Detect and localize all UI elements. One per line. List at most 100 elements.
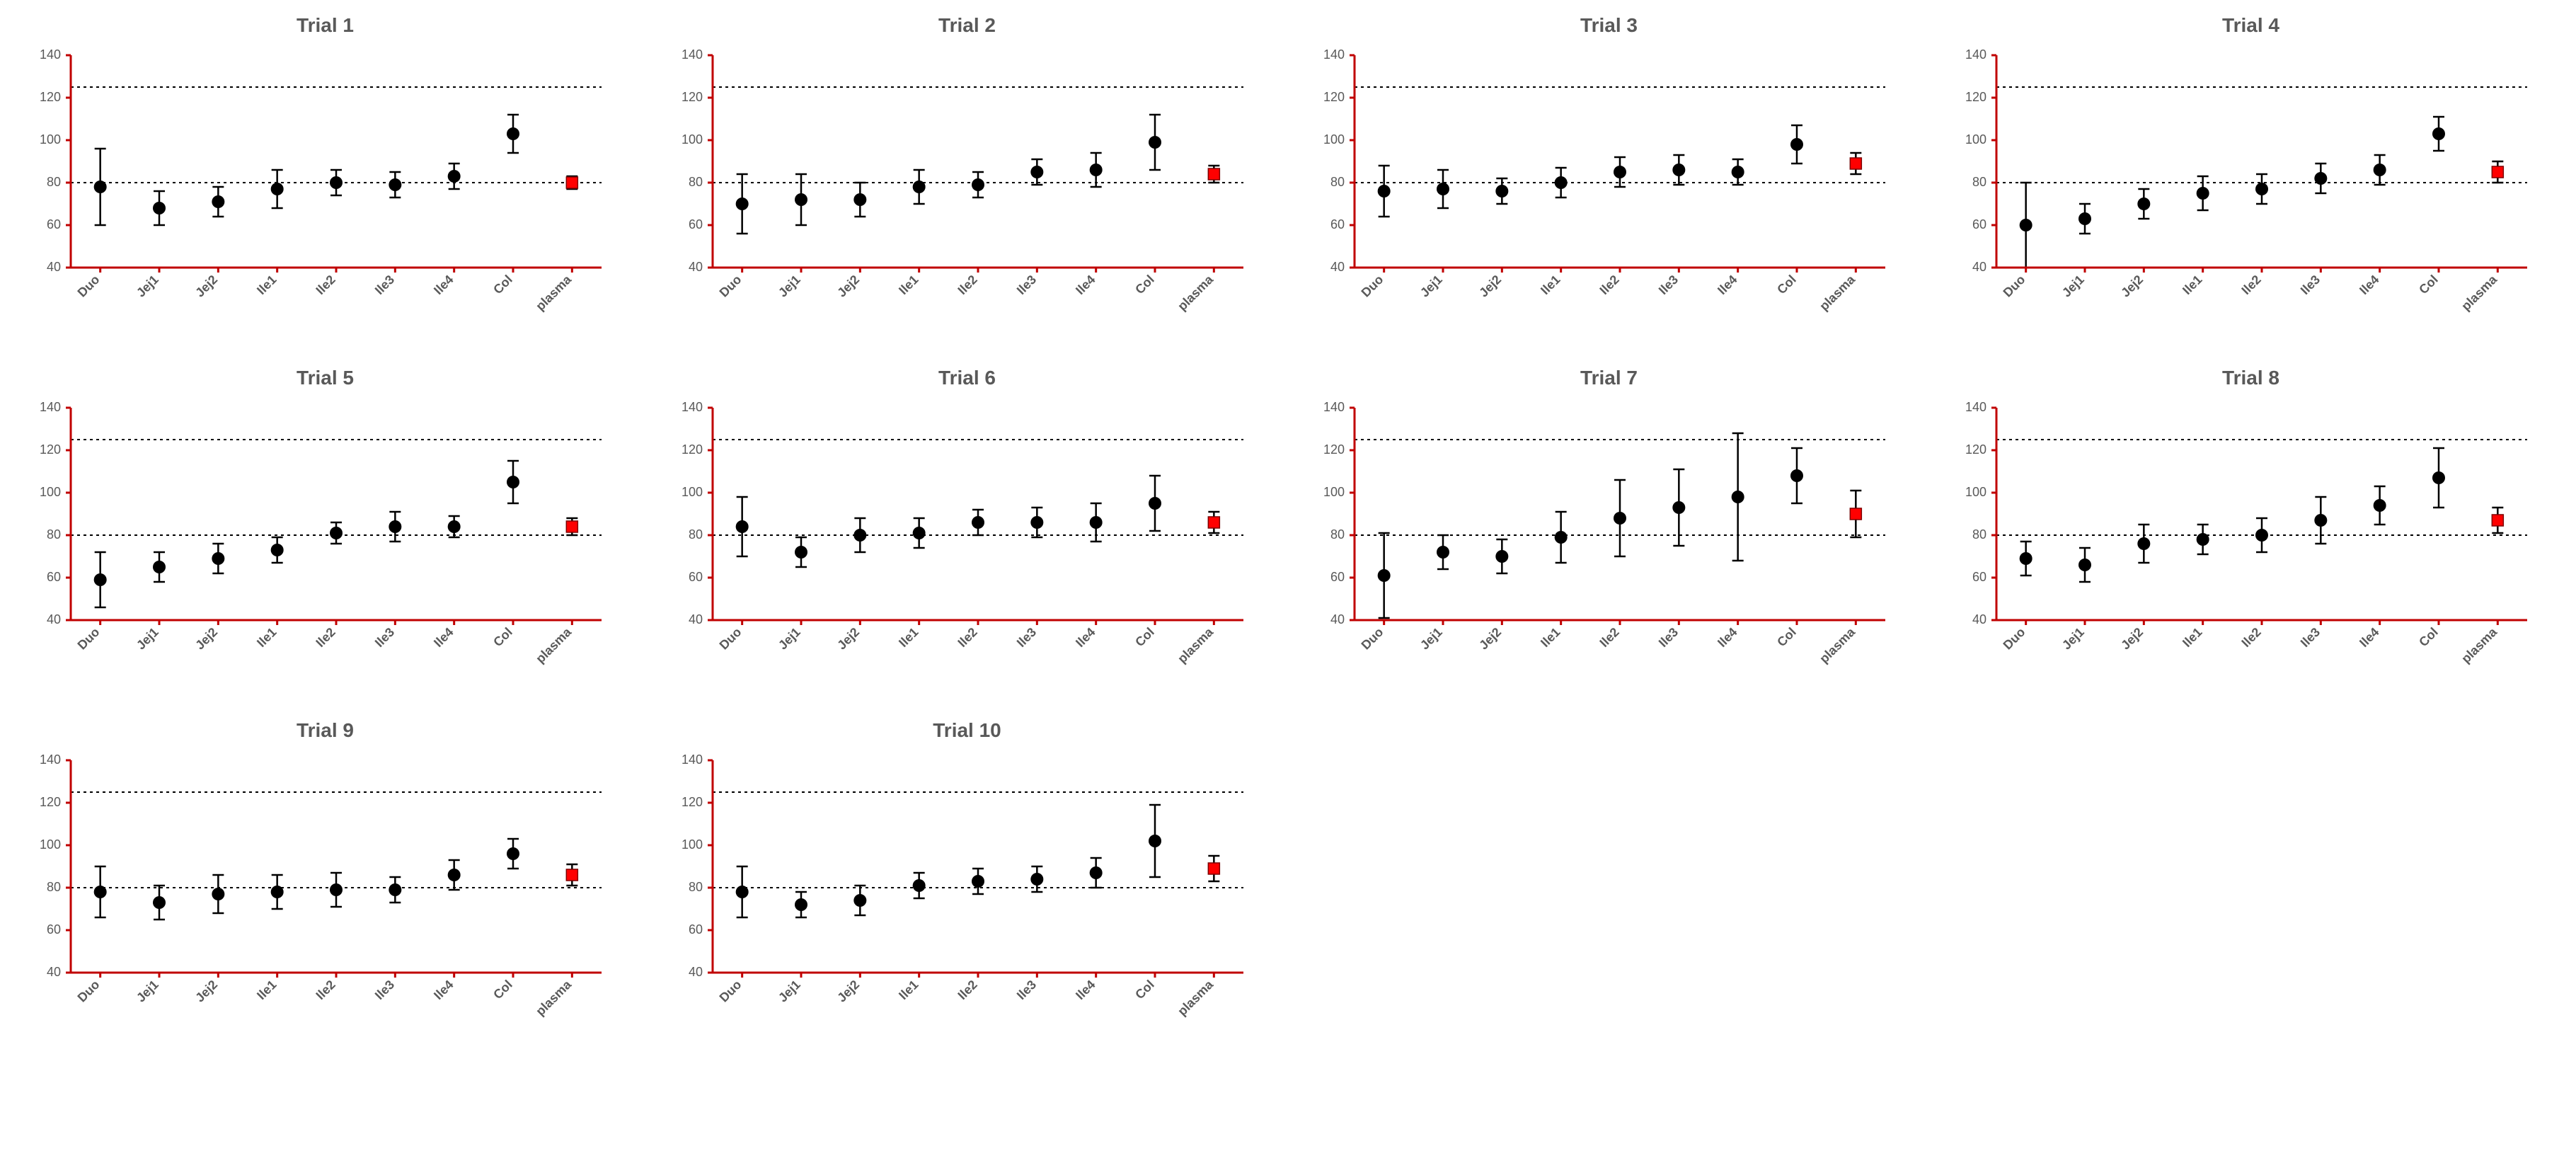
x-tick-label: Jej2 <box>1476 273 1504 300</box>
x-tick-label: Col <box>1132 978 1157 1002</box>
data-marker <box>1495 550 1508 563</box>
x-tick-label: Ile2 <box>955 625 979 650</box>
y-tick-label: 100 <box>40 837 61 852</box>
plot-area: 406080100120140DuoJej1Jej2Ile1Ile2Ile3Il… <box>1940 41 2562 353</box>
y-tick-label: 100 <box>682 485 703 499</box>
x-tick-label: plasma <box>2459 624 2500 666</box>
data-marker <box>94 886 107 898</box>
plot-area: 406080100120140DuoJej1Jej2Ile1Ile2Ile3Il… <box>14 41 636 353</box>
data-marker <box>2432 471 2445 484</box>
data-marker <box>1149 835 1161 847</box>
data-marker <box>1149 136 1161 149</box>
data-marker <box>212 888 224 900</box>
x-tick-label: Col <box>1132 273 1157 297</box>
data-marker <box>389 178 401 191</box>
panel-title: Trial 4 <box>1940 14 2562 37</box>
data-marker <box>2314 172 2327 185</box>
y-tick-label: 80 <box>689 880 703 894</box>
data-marker <box>271 183 284 195</box>
y-tick-label: 100 <box>1323 132 1345 147</box>
data-marker <box>507 847 519 860</box>
data-marker <box>507 127 519 140</box>
x-tick-label: Col <box>2416 273 2441 297</box>
x-tick-label: Jej2 <box>2118 273 2146 300</box>
y-tick-label: 80 <box>689 175 703 189</box>
data-marker <box>1030 516 1043 529</box>
x-tick-label: Duo <box>1359 625 1386 653</box>
data-marker <box>2255 183 2268 195</box>
x-tick-label: Jej2 <box>192 978 220 1005</box>
data-marker <box>2197 187 2209 200</box>
y-tick-label: 140 <box>1323 47 1345 62</box>
x-tick-label: Jej2 <box>192 625 220 653</box>
chart-grid: Trial 1406080100120140DuoJej1Jej2Ile1Ile… <box>0 0 2576 1072</box>
plot-area: 406080100120140DuoJej1Jej2Ile1Ile2Ile3Il… <box>14 394 636 705</box>
x-tick-label: Duo <box>2001 625 2028 653</box>
y-tick-label: 80 <box>47 880 61 894</box>
x-tick-label: Jej1 <box>776 273 803 300</box>
chart-panel: Trial 9406080100120140DuoJej1Jej2Ile1Ile… <box>14 719 636 1058</box>
x-tick-label: Ile4 <box>431 273 456 297</box>
data-marker <box>1790 138 1803 151</box>
data-marker <box>212 552 224 565</box>
data-marker <box>2432 127 2445 140</box>
x-tick-label: Col <box>490 625 515 650</box>
chart-panel: Trial 10406080100120140DuoJej1Jej2Ile1Il… <box>656 719 1278 1058</box>
data-marker <box>1555 176 1568 189</box>
data-marker <box>795 898 807 911</box>
x-tick-label: Ile1 <box>254 625 279 650</box>
data-marker <box>972 516 984 529</box>
y-tick-label: 60 <box>47 570 61 584</box>
x-tick-label: Jej1 <box>776 625 803 653</box>
data-marker <box>1030 166 1043 178</box>
y-tick-label: 120 <box>40 442 61 457</box>
x-tick-label: Ile4 <box>1073 273 1098 297</box>
x-tick-label: Jej1 <box>134 625 161 653</box>
y-tick-label: 120 <box>1323 90 1345 104</box>
x-tick-label: Col <box>490 978 515 1002</box>
x-tick-label: Jej1 <box>2059 625 2087 653</box>
x-tick-label: Jej1 <box>134 273 161 300</box>
x-tick-label: Jej1 <box>2059 273 2087 300</box>
x-tick-label: Jej2 <box>834 273 862 300</box>
panel-title: Trial 2 <box>656 14 1278 37</box>
y-tick-label: 80 <box>47 527 61 542</box>
x-tick-label: Jej1 <box>776 978 803 1005</box>
x-tick-label: Ile3 <box>1014 273 1039 297</box>
x-tick-label: Ile2 <box>1597 625 1621 650</box>
x-tick-label: Duo <box>2001 273 2028 300</box>
y-tick-label: 60 <box>1972 570 1986 584</box>
y-tick-label: 100 <box>40 485 61 499</box>
x-tick-label: plasma <box>2459 272 2500 314</box>
data-marker <box>1732 166 1744 178</box>
panel-title: Trial 9 <box>14 719 636 742</box>
x-tick-label: Ile1 <box>1538 625 1563 650</box>
data-marker <box>736 520 749 533</box>
data-marker <box>389 520 401 533</box>
plasma-marker <box>1208 517 1219 528</box>
x-tick-label: Ile3 <box>1656 625 1681 650</box>
data-marker <box>2374 499 2386 512</box>
data-marker <box>389 883 401 896</box>
x-tick-label: Ile1 <box>254 978 279 1002</box>
x-tick-label: Ile3 <box>1014 625 1039 650</box>
plasma-marker <box>566 869 577 881</box>
y-tick-label: 120 <box>1323 442 1345 457</box>
y-tick-label: 60 <box>689 217 703 231</box>
data-marker <box>795 546 807 559</box>
data-marker <box>1030 873 1043 886</box>
x-tick-label: Ile1 <box>1538 273 1563 297</box>
y-tick-label: 60 <box>689 570 703 584</box>
x-tick-label: Ile2 <box>955 273 979 297</box>
plasma-marker <box>1850 158 1861 169</box>
y-tick-label: 40 <box>47 612 61 626</box>
data-marker <box>448 520 461 533</box>
x-tick-label: Ile3 <box>1656 273 1681 297</box>
x-tick-label: plasma <box>1175 272 1217 314</box>
plasma-marker <box>1208 168 1219 180</box>
x-tick-label: Ile1 <box>896 273 921 297</box>
y-tick-label: 40 <box>47 965 61 979</box>
x-tick-label: Duo <box>75 978 103 1005</box>
x-tick-label: plasma <box>1175 977 1217 1019</box>
x-tick-label: Jej2 <box>834 978 862 1005</box>
